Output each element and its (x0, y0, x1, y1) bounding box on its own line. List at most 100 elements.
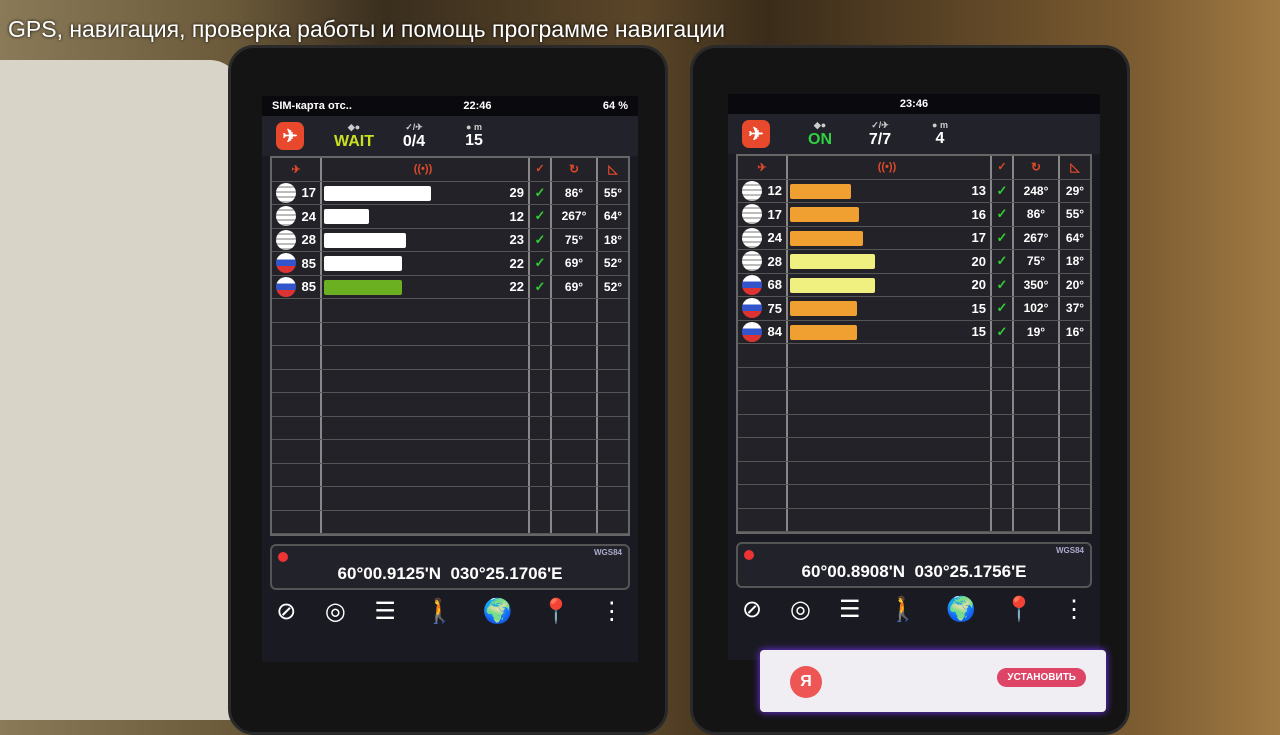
globe-icon[interactable]: 🌍 (946, 595, 977, 623)
elevation: 20° (1058, 273, 1090, 296)
battery-level: 64 % (602, 100, 628, 112)
used-check-icon: ✓ (990, 297, 1012, 320)
signal-bar (324, 209, 370, 224)
signal-list-icon[interactable]: ☰ (374, 597, 396, 625)
satellite-row[interactable]: 12 13 ✓ 248° 29° (738, 179, 1090, 203)
satellite-row[interactable]: 84 15 ✓ 19° 16° (738, 320, 1090, 344)
signal-bar (790, 324, 857, 340)
satellite-row[interactable]: 24 12 ✓ 267° 64° (272, 205, 628, 229)
satellite-row[interactable]: 85 22 ✓ 69° 52° (272, 252, 628, 276)
satellite-row[interactable]: 28 20 ✓ 75° 18° (738, 250, 1090, 274)
video-title: GPS, навигация, проверка работы и помощь… (8, 16, 725, 42)
elevation: 52° (596, 252, 628, 275)
snr-value: 12 (509, 208, 524, 224)
signal-column-icon: ((•)) (413, 163, 433, 176)
clock: 22:46 (463, 100, 492, 112)
used-satellites: ✓/✈ 7/7 (850, 120, 910, 149)
signal-list-icon[interactable]: ☰ (838, 595, 861, 623)
latitude: 60°00.9125'N (337, 564, 442, 583)
used-satellites: ✓/✈ 0/4 (384, 122, 444, 151)
us-flag-icon (742, 204, 762, 225)
snr-value: 16 (971, 206, 986, 222)
empty-row (272, 346, 628, 370)
globe-icon[interactable]: 🌍 (482, 597, 513, 625)
satellite-row[interactable]: 17 16 ✓ 86° 55° (738, 203, 1090, 227)
used-column-icon: ✓ (528, 158, 550, 181)
compass-icon[interactable]: ⊘ (741, 595, 763, 623)
phone-case (0, 60, 240, 720)
satellite-row[interactable]: 85 22 ✓ 69° 52° (272, 275, 628, 299)
satellite-radar-icon[interactable]: ◎ (790, 595, 811, 623)
location-pin-icon[interactable]: 📍 (541, 597, 572, 625)
ru-flag-icon (276, 253, 296, 274)
record-icon[interactable] (744, 550, 754, 560)
app-logo-icon[interactable]: ✈ (276, 122, 304, 150)
satellite-row[interactable]: 24 17 ✓ 267° 64° (738, 226, 1090, 250)
signal-bar (790, 254, 875, 269)
snr-value: 22 (509, 279, 524, 295)
empty-row (272, 299, 628, 323)
elevation-column-icon: ◺ (1058, 156, 1090, 179)
used-check-icon: ✓ (990, 250, 1012, 273)
ru-flag-icon (742, 298, 762, 319)
satellite-radar-icon[interactable]: ◎ (324, 597, 346, 625)
empty-row (272, 393, 628, 417)
signal-bar (324, 185, 432, 201)
snr-value: 15 (971, 300, 986, 316)
satellite-id: 28 (301, 232, 316, 248)
azimuth: 75° (1012, 250, 1058, 273)
snr-value: 15 (971, 324, 986, 340)
signal-bar (790, 230, 863, 246)
datum: WGS84 (1055, 546, 1084, 555)
accuracy-value: 4 (935, 130, 945, 147)
location-pin-icon[interactable]: 📍 (1004, 595, 1034, 623)
elevation: 29° (1058, 179, 1090, 202)
snr-value: 22 (509, 255, 524, 271)
install-button[interactable]: УСТАНОВИТЬ (997, 668, 1086, 687)
azimuth: 86° (1012, 203, 1058, 226)
empty-row (272, 510, 628, 534)
snr-value: 13 (971, 183, 986, 199)
empty-row (738, 485, 1090, 509)
satellite-id: 68 (767, 277, 782, 293)
datum: WGS84 (593, 548, 622, 557)
yandex-logo: Я (790, 666, 822, 698)
azimuth: 267° (1012, 226, 1058, 249)
used-column-icon: ✓ (990, 156, 1012, 179)
used-check-icon: ✓ (528, 181, 550, 204)
snr-value: 29 (509, 185, 524, 201)
elevation: 55° (1058, 203, 1090, 226)
elevation: 16° (1058, 320, 1090, 343)
empty-row (272, 369, 628, 393)
coordinates-panel: WGS84 60°00.8908'N 030°25.1756'E (736, 542, 1092, 588)
satellite-row[interactable]: 75 15 ✓ 102° 37° (738, 297, 1090, 321)
us-flag-icon (276, 206, 296, 227)
elevation: 37° (1058, 297, 1090, 320)
empty-row (272, 463, 628, 487)
more-icon[interactable]: ⋮ (599, 597, 624, 625)
ad-banner[interactable]: Я УСТАНОВИТЬ (760, 650, 1106, 712)
azimuth: 19° (1012, 320, 1058, 343)
satellite-id: 12 (767, 183, 782, 199)
walk-icon[interactable]: 🚶 (888, 595, 919, 623)
walk-icon[interactable]: 🚶 (424, 597, 455, 625)
used-check-icon: ✓ (528, 228, 550, 251)
used-check-icon: ✓ (990, 226, 1012, 249)
snr-value: 23 (509, 232, 524, 248)
empty-row (272, 322, 628, 346)
used-check-icon: ✓ (990, 273, 1012, 296)
record-icon[interactable] (278, 552, 288, 562)
satellite-row[interactable]: 17 29 ✓ 86° 55° (272, 181, 628, 205)
app-logo-icon[interactable]: ✈ (742, 120, 770, 148)
compass-icon[interactable]: ⊘ (276, 597, 297, 625)
more-icon[interactable]: ⋮ (1061, 595, 1086, 623)
empty-row (738, 414, 1090, 438)
satellite-row[interactable]: 28 23 ✓ 75° 18° (272, 228, 628, 252)
azimuth: 350° (1012, 273, 1058, 296)
satellite-row[interactable]: 68 20 ✓ 350° 20° (738, 273, 1090, 297)
azimuth: 267° (550, 205, 596, 228)
check-satellite-icon: ✓/✈ (871, 119, 889, 130)
